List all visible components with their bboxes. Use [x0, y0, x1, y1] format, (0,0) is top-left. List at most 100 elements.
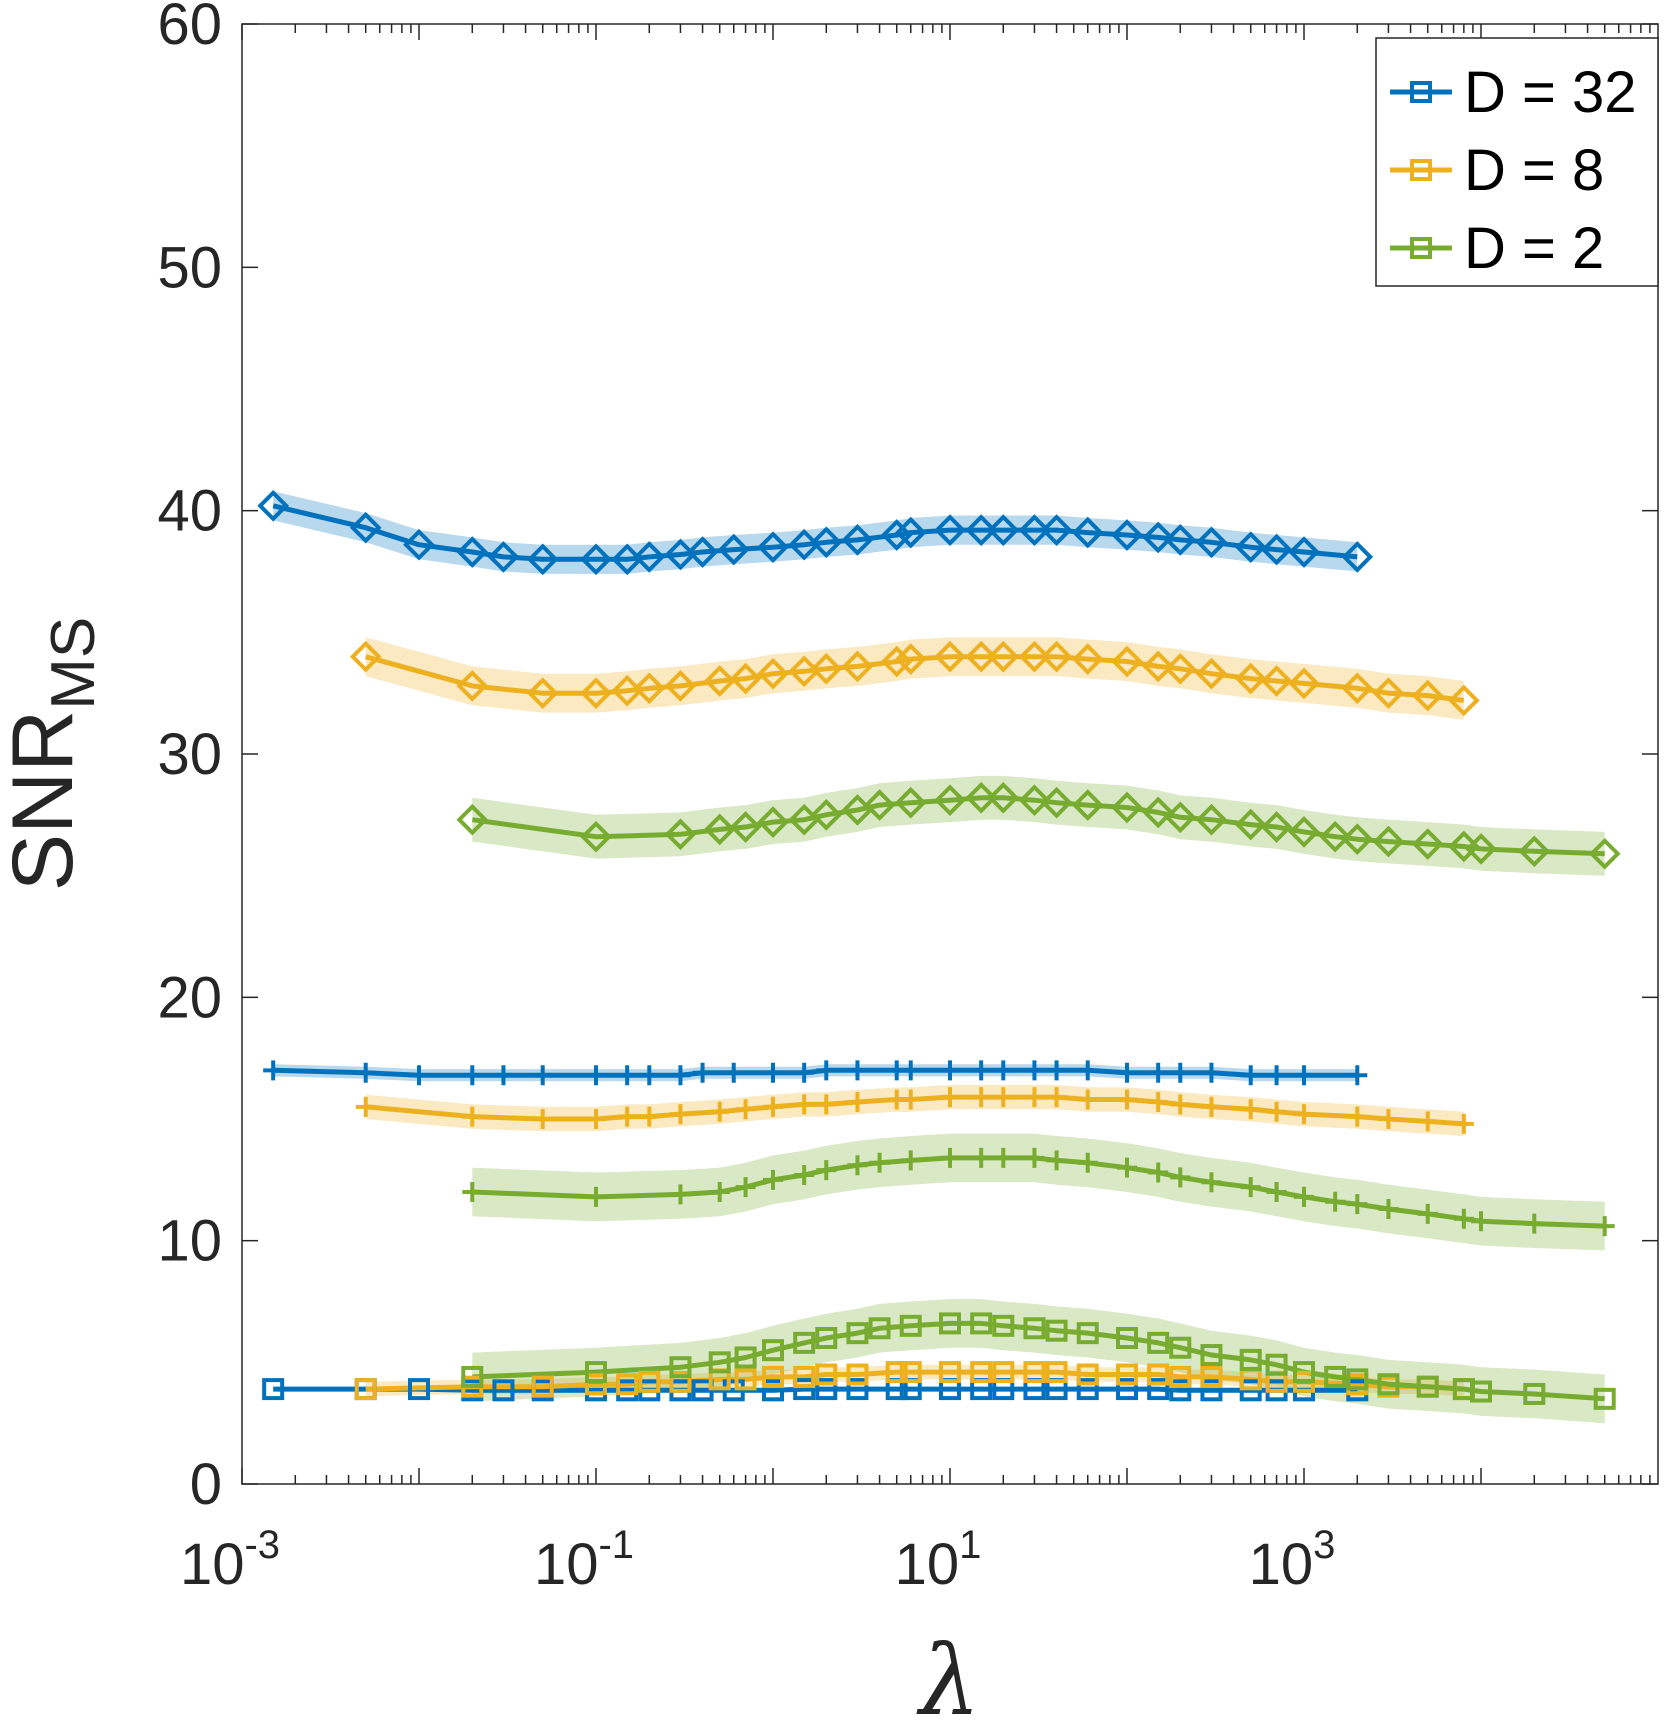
point-D2-diamond-10	[894, 786, 927, 819]
point-D2-plus-9	[869, 1152, 890, 1173]
point-D2-square-12	[970, 1312, 993, 1335]
point-D32-plus-23	[1077, 1060, 1098, 1081]
point-D32-square-4	[492, 1379, 515, 1402]
point-D32-plus-0	[263, 1060, 284, 1081]
point-D8-diamond-7	[703, 665, 736, 697]
point-D2-diamond-24	[1319, 820, 1351, 853]
point-D2-diamond-14	[1018, 784, 1051, 817]
point-D2-plus-23	[1294, 1186, 1314, 1207]
point-D8-plus-22	[1148, 1091, 1169, 1112]
point-D8-square-8	[734, 1368, 757, 1391]
point-D2-plus-12	[971, 1147, 992, 1168]
point-D8-plus-25	[1240, 1099, 1261, 1120]
point-D32-diamond-1	[349, 511, 382, 544]
point-D8-square-18	[1023, 1361, 1046, 1384]
x-tick-exponent: -3	[244, 1523, 280, 1567]
point-D2-diamond-31	[1588, 837, 1621, 870]
y-axis: 0 10 20 30 40 50 60	[157, 0, 1658, 1517]
point-D8-plus-10	[794, 1094, 815, 1115]
point-D32-square-15	[846, 1378, 869, 1401]
point-D2-plus-1	[586, 1186, 606, 1207]
y-axis-label: SNRMS	[0, 617, 108, 892]
y-tick-label: 30	[157, 722, 222, 787]
x-tick-label: 103	[1249, 1523, 1336, 1597]
point-D8-diamond-6	[664, 670, 697, 702]
point-D32-plus-5	[532, 1065, 553, 1086]
point-D2-square-30	[1523, 1382, 1546, 1405]
point-D2-plus-16	[1077, 1152, 1098, 1173]
point-D2-diamond-5	[757, 806, 789, 838]
point-D32-diamond-29	[1260, 533, 1293, 566]
point-D2-diamond-7	[810, 799, 843, 831]
point-D2-plus-13	[993, 1147, 1014, 1168]
point-D2-square-7	[815, 1327, 838, 1349]
point-D8-diamond-9	[757, 657, 789, 690]
point-D32-diamond-30	[1288, 536, 1320, 568]
point-D32-plus-10	[692, 1062, 713, 1083]
point-D2-plus-4	[735, 1177, 756, 1198]
point-D2-diamond-16	[1071, 789, 1104, 821]
point-D8-plus-0	[355, 1096, 376, 1117]
point-D32-plus-15	[847, 1060, 868, 1081]
x-tick-label: 101	[895, 1523, 982, 1597]
point-D2-plus-2	[670, 1184, 691, 1205]
x-axis: 10-3 10-1 101 103	[180, 24, 1651, 1597]
point-D32-diamond-11	[717, 533, 750, 566]
point-D8-square-21	[1116, 1363, 1138, 1386]
point-D2-square-29	[1470, 1380, 1492, 1403]
point-D32-diamond-21	[1018, 514, 1051, 546]
point-D32-square-25	[1147, 1378, 1170, 1401]
point-D8-diamond-12	[841, 650, 874, 683]
point-D32-diamond-15	[841, 524, 874, 556]
legend-swatch-marker	[1410, 81, 1432, 103]
legend-swatch-marker	[1410, 159, 1432, 181]
point-D8-square-16	[970, 1361, 993, 1384]
point-D2-plus-5	[763, 1169, 783, 1190]
legend-swatch-marker	[1410, 237, 1432, 259]
point-D8-plus-2	[532, 1109, 553, 1129]
point-D32-plus-14	[816, 1060, 837, 1081]
point-D2-plus-24	[1325, 1191, 1346, 1212]
point-D32-plus-6	[586, 1065, 606, 1086]
point-D8-plus-27	[1294, 1104, 1314, 1125]
x-tick-exponent: -1	[598, 1523, 634, 1567]
point-D2-square-2	[669, 1356, 692, 1379]
point-D32-plus-9	[670, 1065, 691, 1086]
point-D8-plus-16	[971, 1087, 992, 1108]
point-D32-diamond-25	[1142, 521, 1174, 554]
point-D8-diamond-1	[456, 670, 489, 702]
point-D8-diamond-18	[1018, 640, 1051, 673]
point-D32-plus-24	[1117, 1062, 1137, 1083]
point-D8-plus-19	[1046, 1087, 1067, 1108]
point-D8-diamond-0	[349, 640, 382, 673]
point-D32-diamond-16	[880, 519, 913, 551]
point-D2-square-27	[1416, 1375, 1439, 1398]
x-tick-label: 10-3	[180, 1523, 280, 1597]
point-D2-square-19	[1169, 1336, 1192, 1359]
point-D2-diamond-17	[1111, 791, 1143, 824]
point-D2-square-23	[1293, 1361, 1315, 1384]
point-D8-plus-8	[735, 1099, 756, 1120]
point-D2-square-20	[1200, 1344, 1223, 1367]
point-D2-diamond-18	[1142, 796, 1174, 829]
x-axis-label: λ	[916, 1625, 981, 1734]
point-D2-plus-28	[1453, 1208, 1474, 1229]
point-D8-plus-7	[709, 1101, 730, 1122]
legend-label: D = 8	[1464, 138, 1604, 203]
point-D2-diamond-25	[1341, 823, 1374, 855]
point-D32-plus-22	[1046, 1060, 1067, 1081]
x-tick-exponent: 3	[1313, 1523, 1335, 1567]
point-D2-diamond-11	[934, 784, 966, 817]
point-D32-square-13	[793, 1378, 816, 1401]
point-D32-diamond-28	[1234, 531, 1267, 563]
point-D2-square-9	[868, 1317, 891, 1340]
point-D8-plus-23	[1170, 1094, 1191, 1115]
point-D2-diamond-19	[1164, 801, 1197, 834]
point-D2-diamond-9	[863, 789, 896, 821]
point-D8-square-24	[1200, 1365, 1223, 1388]
point-D2-square-4	[734, 1346, 757, 1369]
point-D32-diamond-12	[757, 531, 789, 563]
point-D32-diamond-17	[894, 516, 927, 549]
point-D2-square-10	[899, 1314, 922, 1337]
